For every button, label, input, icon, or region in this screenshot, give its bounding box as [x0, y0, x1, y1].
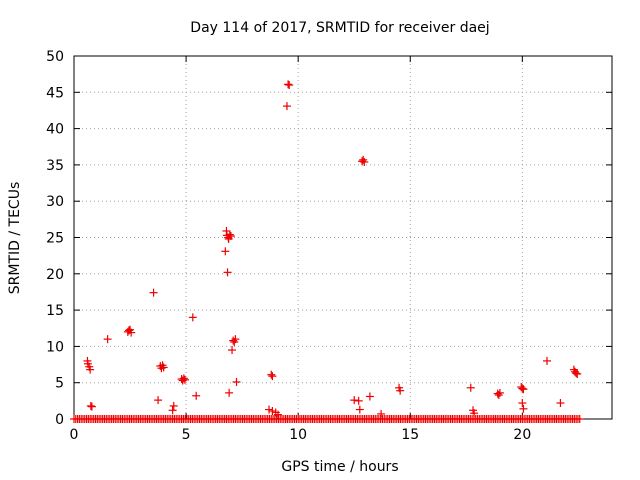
- data-point: [87, 402, 96, 411]
- data-point: [180, 375, 189, 384]
- y-tick-label: 45: [46, 85, 64, 101]
- data-point: [225, 230, 234, 239]
- x-tick-label: 0: [70, 427, 79, 443]
- data-point: [285, 81, 294, 90]
- data-point: [268, 407, 277, 416]
- y-tick-label: 10: [46, 339, 64, 355]
- data-point: [470, 409, 479, 418]
- x-tick-label: 20: [513, 427, 531, 443]
- data-point: [221, 247, 230, 256]
- data-point: [495, 388, 504, 397]
- data-point: [188, 313, 197, 322]
- y-tick-label: 40: [46, 122, 64, 138]
- y-tick-label: 5: [55, 376, 64, 392]
- x-tick-label: 15: [401, 427, 419, 443]
- data-point: [232, 377, 241, 386]
- data-point: [354, 396, 363, 405]
- y-tick-label: 20: [46, 267, 64, 283]
- data-point: [355, 405, 364, 414]
- data-point: [223, 268, 232, 277]
- data-point: [226, 232, 235, 241]
- points-layer: [70, 80, 584, 423]
- data-point: [518, 399, 527, 408]
- x-tick-label: 10: [289, 427, 307, 443]
- data-point: [265, 405, 274, 414]
- data-point: [268, 372, 277, 381]
- y-tick-label: 0: [55, 412, 64, 428]
- data-point: [519, 385, 528, 394]
- data-point: [86, 401, 95, 410]
- data-point: [396, 386, 405, 395]
- data-point: [86, 365, 95, 374]
- data-point: [284, 80, 293, 89]
- data-point: [350, 396, 359, 405]
- data-point: [168, 406, 177, 415]
- chart-title: Day 114 of 2017, SRMTID for receiver dae…: [190, 20, 489, 36]
- data-point: [228, 346, 237, 355]
- data-point: [169, 401, 178, 410]
- data-point: [127, 328, 136, 337]
- data-point: [519, 404, 528, 413]
- data-point: [154, 396, 163, 405]
- data-point: [575, 415, 584, 423]
- x-axis-label: GPS time / hours: [281, 459, 398, 475]
- data-point: [103, 335, 112, 344]
- data-point: [518, 384, 527, 393]
- data-point: [365, 392, 374, 401]
- data-point: [225, 388, 234, 397]
- data-point: [572, 369, 581, 378]
- data-point: [273, 410, 282, 419]
- y-axis-label: SRMTID / TECUs: [7, 182, 23, 295]
- data-point: [267, 370, 276, 379]
- data-point: [377, 409, 386, 418]
- data-point: [466, 383, 475, 392]
- data-point: [282, 102, 291, 111]
- data-point: [179, 374, 188, 383]
- grid-layer: [74, 56, 612, 419]
- y-tick-label: 50: [46, 49, 64, 65]
- data-point: [159, 363, 168, 372]
- y-tick-label: 15: [46, 303, 64, 319]
- data-point: [192, 391, 201, 400]
- data-point: [149, 288, 158, 297]
- y-tick-label: 25: [46, 231, 64, 247]
- y-tick-label: 30: [46, 194, 64, 210]
- data-point: [542, 356, 551, 365]
- data-point: [231, 335, 240, 344]
- y-tick-label: 35: [46, 158, 64, 174]
- data-point: [556, 399, 565, 408]
- data-point: [360, 157, 369, 166]
- x-tick-label: 5: [182, 427, 191, 443]
- data-point: [573, 369, 582, 378]
